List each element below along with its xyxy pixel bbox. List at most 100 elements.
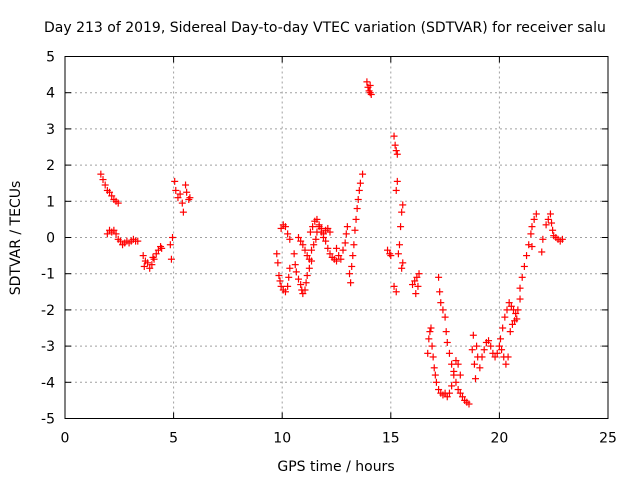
data-point [310,241,318,249]
data-point [179,208,187,216]
y-tick-label: 3 [46,122,55,138]
data-point [148,261,156,269]
data-point [448,382,456,390]
data-point [301,286,309,294]
data-point [309,223,317,231]
data-point [326,228,334,236]
x-tick-label: 25 [599,431,617,447]
data-point [427,324,435,332]
grid-lines [65,56,608,419]
data-point [103,230,111,238]
data-point [343,223,351,231]
data-point [452,357,460,365]
data-point [312,235,320,243]
data-point [532,210,540,218]
y-tick-label: -5 [41,412,55,428]
data-points [97,78,566,408]
data-point [348,262,356,270]
data-point [443,393,451,401]
data-point [476,364,484,372]
data-point [394,250,402,258]
data-point [546,210,554,218]
data-point [366,81,374,89]
data-point [473,342,481,350]
y-tick-label: -4 [41,375,55,391]
data-point [504,353,512,361]
data-point [399,201,407,209]
x-tick-label: 0 [61,431,70,447]
data-point [108,192,116,200]
data-point [274,259,282,267]
data-point [276,277,284,285]
data-point [514,306,522,314]
data-point [439,306,447,314]
data-point [450,367,458,375]
data-point [441,313,449,321]
data-point [387,252,395,260]
data-point [174,194,182,202]
data-point [305,255,313,263]
data-point [469,331,477,339]
y-tick-label: -2 [41,303,55,319]
data-point [435,273,443,281]
data-point [356,179,364,187]
data-point [501,313,509,321]
data-point [301,246,309,254]
data-point [393,150,401,158]
data-point [390,282,398,290]
data-point [186,194,194,202]
data-point [317,228,325,236]
data-point [286,264,294,272]
data-point [472,375,480,383]
data-point [182,181,190,189]
y-tick-label: -3 [41,339,55,355]
y-tick-label: 2 [46,158,55,174]
data-point [112,230,120,238]
data-point [392,186,400,194]
data-point [428,342,436,350]
data-point [456,371,464,379]
data-point [333,244,340,252]
data-point [398,208,406,216]
data-point [487,342,495,350]
chart-title: Day 213 of 2019, Sidereal Day-to-day VTE… [44,20,606,36]
data-point [478,353,486,361]
data-point [390,132,398,140]
data-point [398,264,406,272]
y-tick-label: 1 [46,194,55,210]
data-point [275,272,283,280]
data-point [146,264,154,272]
data-point [548,219,556,227]
data-point [277,224,285,232]
data-point [303,272,311,280]
data-point [171,177,179,185]
data-point [299,290,307,298]
data-point [166,241,174,249]
data-point [542,221,550,229]
data-point [425,335,433,343]
data-point [392,147,400,155]
data-point [445,349,453,357]
data-point [353,205,361,213]
y-axis-label: SDTVAR / TECUs [8,181,24,296]
data-point [544,215,552,223]
x-tick-labels: 0 5 10 15 20 25 [61,431,617,447]
data-point [290,250,298,258]
data-point [498,346,506,354]
data-point [454,386,462,394]
data-point [116,237,124,245]
data-point [442,328,450,336]
data-point [539,235,547,243]
data-point [516,295,524,303]
y-tick-label: 4 [46,86,55,102]
data-point [176,190,184,198]
plot-frame [64,56,609,419]
x-tick-label: 15 [382,431,400,447]
data-point [436,288,444,296]
data-point [335,252,343,260]
data-point [347,279,355,287]
data-point [106,188,114,196]
data-point [315,221,323,229]
data-point [99,176,107,184]
